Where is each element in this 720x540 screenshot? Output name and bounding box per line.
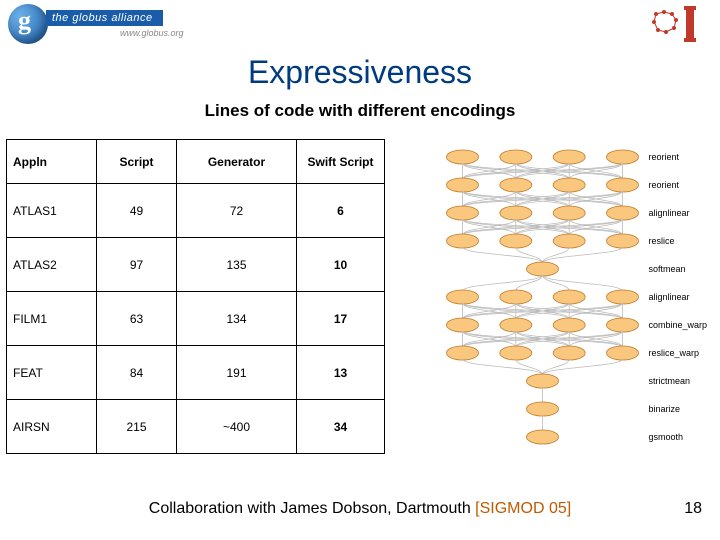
cell-script: 49 — [97, 184, 177, 238]
table-row: ATLAS149726 — [7, 184, 385, 238]
cell-gen: 72 — [177, 184, 297, 238]
cell-gen: ~400 — [177, 400, 297, 454]
svg-text:gsmooth: gsmooth — [649, 432, 684, 442]
cell-gen: 135 — [177, 238, 297, 292]
content-row: Appln Script Generator Swift Script ATLA… — [0, 139, 720, 469]
cell-app: AIRSN — [7, 400, 97, 454]
svg-text:strictmean: strictmean — [649, 376, 691, 386]
svg-text:reslice_warp: reslice_warp — [649, 348, 700, 358]
table-header-row: Appln Script Generator Swift Script — [7, 140, 385, 184]
page-subtitle: Lines of code with different encodings — [0, 101, 720, 121]
cell-script: 97 — [97, 238, 177, 292]
cell-app: FEAT — [7, 346, 97, 400]
cell-swift: 10 — [297, 238, 385, 292]
cell-app: FILM1 — [7, 292, 97, 346]
svg-text:reslice: reslice — [649, 236, 675, 246]
globus-logo: the globus alliance www.globus.org — [0, 0, 240, 48]
page-title: Expressiveness — [0, 54, 720, 91]
header-bar: the globus alliance www.globus.org — [0, 0, 720, 52]
ci-logo — [646, 6, 700, 48]
loc-table: Appln Script Generator Swift Script ATLA… — [6, 139, 385, 454]
col-script: Script — [97, 140, 177, 184]
footer-text: Collaboration with James Dobson, Dartmou… — [149, 500, 475, 517]
cell-script: 63 — [97, 292, 177, 346]
cell-app: ATLAS1 — [7, 184, 97, 238]
cell-gen: 191 — [177, 346, 297, 400]
cell-gen: 134 — [177, 292, 297, 346]
table-row: FEAT8419113 — [7, 346, 385, 400]
table-row: AIRSN215~40034 — [7, 400, 385, 454]
page-number: 18 — [684, 500, 702, 518]
svg-text:combine_warp: combine_warp — [649, 320, 708, 330]
cell-swift: 6 — [297, 184, 385, 238]
cell-swift: 34 — [297, 400, 385, 454]
globus-banner-text: the globus alliance — [46, 10, 163, 26]
col-appln: Appln — [7, 140, 97, 184]
svg-text:alignlinear: alignlinear — [649, 292, 690, 302]
cell-script: 215 — [97, 400, 177, 454]
svg-text:binarize: binarize — [649, 404, 681, 414]
cell-app: ATLAS2 — [7, 238, 97, 292]
footer-ref: [SIGMOD 05] — [475, 500, 571, 517]
svg-text:reorient: reorient — [649, 180, 680, 190]
col-gen: Generator — [177, 140, 297, 184]
svg-text:alignlinear: alignlinear — [649, 208, 690, 218]
table-row: FILM16313417 — [7, 292, 385, 346]
footer: Collaboration with James Dobson, Dartmou… — [0, 500, 720, 518]
cell-swift: 13 — [297, 346, 385, 400]
col-swift: Swift Script — [297, 140, 385, 184]
workflow-diagram: reorient reorient alignlinear reslice softme… — [391, 139, 714, 469]
svg-text:softmean: softmean — [649, 264, 686, 274]
svg-text:reorient: reorient — [649, 152, 680, 162]
globus-url-text: www.globus.org — [120, 28, 184, 38]
cell-swift: 17 — [297, 292, 385, 346]
globe-icon — [8, 4, 48, 44]
table-row: ATLAS29713510 — [7, 238, 385, 292]
cell-script: 84 — [97, 346, 177, 400]
